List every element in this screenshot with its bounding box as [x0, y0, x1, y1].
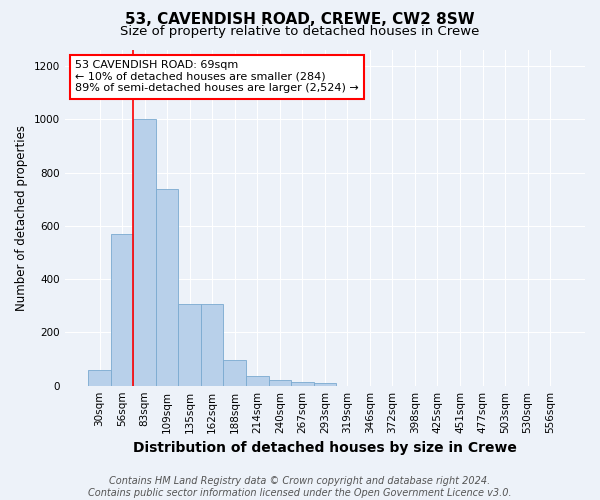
- Bar: [223, 360, 246, 386]
- Bar: [201, 304, 223, 386]
- Bar: [314, 383, 336, 386]
- Y-axis label: Number of detached properties: Number of detached properties: [15, 125, 28, 311]
- Bar: [111, 234, 133, 386]
- Bar: [156, 188, 178, 386]
- Bar: [291, 382, 314, 386]
- Text: 53 CAVENDISH ROAD: 69sqm
← 10% of detached houses are smaller (284)
89% of semi-: 53 CAVENDISH ROAD: 69sqm ← 10% of detach…: [75, 60, 359, 94]
- X-axis label: Distribution of detached houses by size in Crewe: Distribution of detached houses by size …: [133, 441, 517, 455]
- Bar: [269, 380, 291, 386]
- Text: Contains HM Land Registry data © Crown copyright and database right 2024.
Contai: Contains HM Land Registry data © Crown c…: [88, 476, 512, 498]
- Bar: [88, 370, 111, 386]
- Bar: [133, 120, 156, 386]
- Bar: [178, 304, 201, 386]
- Bar: [246, 376, 269, 386]
- Text: Size of property relative to detached houses in Crewe: Size of property relative to detached ho…: [121, 25, 479, 38]
- Text: 53, CAVENDISH ROAD, CREWE, CW2 8SW: 53, CAVENDISH ROAD, CREWE, CW2 8SW: [125, 12, 475, 28]
